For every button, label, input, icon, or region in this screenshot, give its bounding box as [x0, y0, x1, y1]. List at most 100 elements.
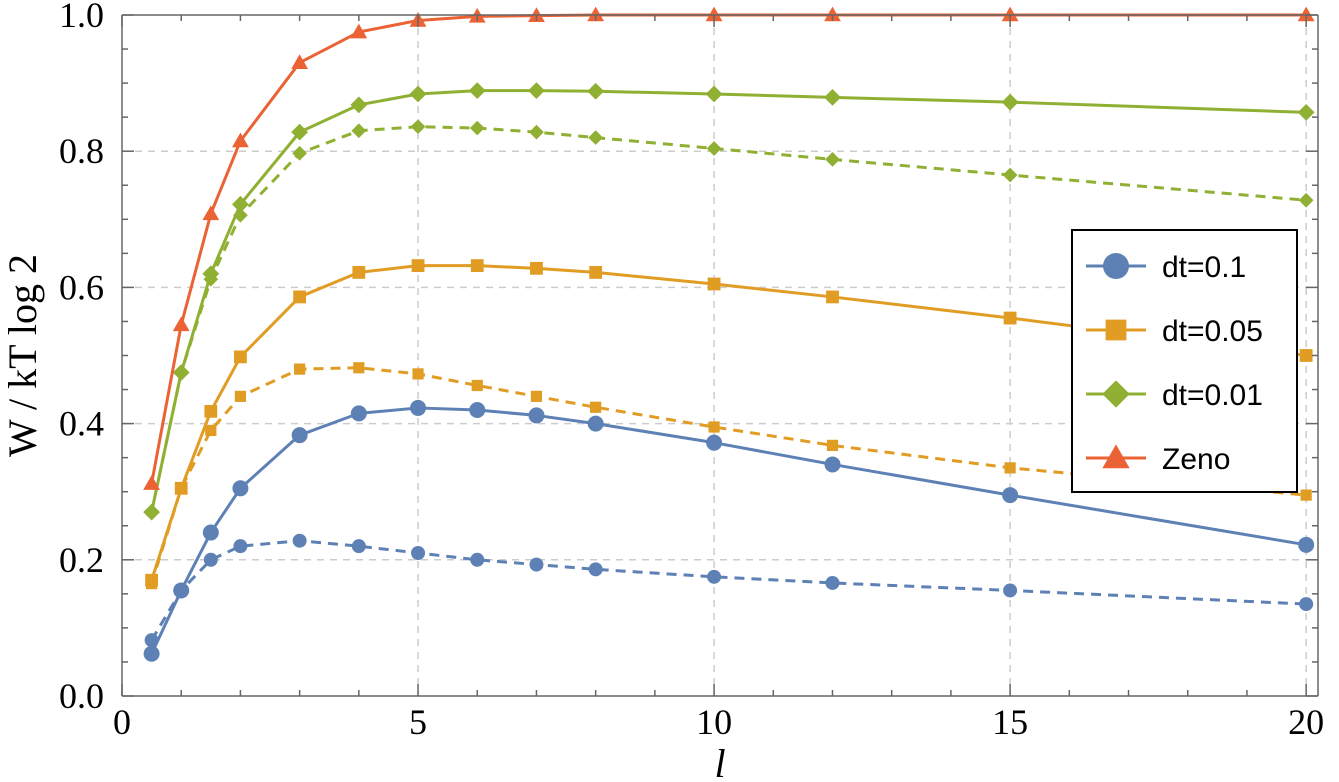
x-tick-label: 15	[992, 702, 1028, 742]
series-line	[150, 366, 1307, 585]
legend-label: dt=0.01	[1162, 379, 1263, 412]
data-point	[410, 399, 427, 416]
data-point	[706, 434, 723, 451]
legend: dt=0.1 dt=0.05 dt=0.01 Zeno	[1071, 229, 1298, 493]
series-line	[150, 406, 1307, 655]
legend-label: dt=0.1	[1162, 251, 1246, 284]
data-point	[234, 390, 247, 402]
data-point	[587, 82, 605, 100]
x-axis-label: l	[714, 741, 725, 782]
data-point	[1002, 167, 1018, 183]
data-point	[1299, 597, 1314, 612]
data-point	[707, 277, 721, 291]
y-tick-label: 0.0	[59, 676, 104, 716]
data-point	[352, 266, 366, 279]
data-point	[233, 207, 248, 223]
data-point	[470, 552, 485, 567]
x-tick-label: 0	[113, 702, 131, 742]
y-axis-label: W / kT log 2	[0, 254, 45, 457]
legend-marker	[1105, 319, 1127, 341]
data-point	[232, 195, 249, 213]
data-point	[292, 145, 307, 161]
series-line	[150, 89, 1307, 513]
data-point	[825, 575, 840, 590]
legend-item: dt=0.01	[1086, 379, 1263, 412]
data-point	[1002, 487, 1019, 504]
data-point	[350, 23, 368, 39]
data-point	[469, 120, 485, 136]
data-point	[824, 6, 841, 22]
series-3	[146, 362, 1312, 590]
data-point	[172, 316, 190, 332]
data-point	[1297, 103, 1315, 121]
data-point	[173, 365, 189, 380]
series-group	[143, 6, 1315, 662]
data-point	[468, 82, 486, 99]
y-tick-label: 0.2	[59, 540, 104, 580]
y-tick-label: 1.0	[59, 0, 104, 35]
data-point	[529, 557, 544, 572]
data-point	[1003, 311, 1017, 325]
legend-item: dt=0.1	[1086, 251, 1246, 284]
data-point	[350, 96, 368, 114]
data-point	[233, 539, 248, 554]
data-point	[203, 552, 218, 567]
data-point	[412, 368, 424, 380]
data-point	[204, 404, 218, 418]
data-point	[825, 152, 840, 167]
data-point	[587, 415, 604, 432]
series-0	[143, 399, 1315, 662]
data-point	[529, 124, 544, 140]
data-point	[824, 456, 841, 473]
data-point	[1001, 93, 1019, 111]
data-point	[1300, 489, 1312, 501]
data-point	[202, 524, 219, 541]
data-point	[144, 504, 159, 520]
data-point	[469, 401, 486, 418]
legend-item: Zeno	[1086, 443, 1230, 476]
data-point	[826, 290, 839, 304]
data-point	[590, 401, 602, 413]
series-1	[144, 533, 1314, 648]
ticks: 0 5 10 15 20 0.0 0.2 0.4 0.6 0.8 1.0	[59, 0, 1324, 742]
data-point	[1299, 349, 1313, 362]
data-point	[144, 633, 159, 648]
legend-item: dt=0.05	[1086, 315, 1263, 348]
data-point	[530, 390, 543, 402]
data-point	[411, 545, 426, 560]
data-point	[708, 421, 720, 433]
y-tick-label: 0.4	[59, 404, 104, 444]
legend-label: dt=0.05	[1162, 315, 1263, 348]
data-point	[1298, 536, 1315, 553]
data-point	[174, 583, 189, 598]
series-5	[144, 119, 1314, 520]
data-point	[470, 259, 484, 273]
data-point	[232, 480, 249, 497]
data-point	[175, 482, 187, 494]
y-tick-label: 0.6	[59, 267, 104, 307]
data-point	[826, 439, 839, 451]
data-point	[528, 407, 545, 424]
x-tick-label: 10	[696, 702, 732, 742]
data-point	[351, 539, 366, 554]
x-tick-label: 5	[409, 702, 427, 742]
data-point	[410, 119, 426, 135]
data-point	[705, 85, 723, 103]
series-line	[150, 264, 1307, 581]
data-point	[1001, 6, 1019, 22]
data-point	[411, 259, 425, 273]
data-point	[706, 141, 722, 156]
legend-marker	[1102, 444, 1130, 469]
data-point	[705, 6, 723, 22]
data-point	[1297, 6, 1315, 22]
data-point	[143, 475, 161, 490]
data-point	[292, 533, 307, 548]
y-tick-label: 0.8	[59, 131, 104, 171]
data-point	[146, 578, 158, 590]
data-point	[294, 363, 306, 375]
data-point	[1004, 462, 1016, 474]
data-point	[530, 261, 543, 275]
data-point	[203, 271, 219, 287]
data-point	[234, 350, 247, 364]
data-point	[588, 562, 603, 577]
